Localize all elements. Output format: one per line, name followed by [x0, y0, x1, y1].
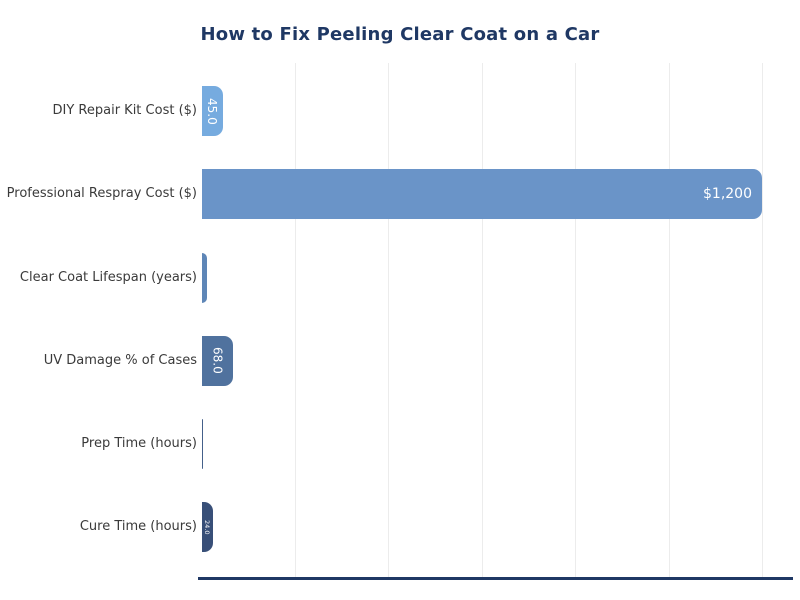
bar-5: 24.0	[201, 502, 213, 552]
x-gridline	[668, 63, 670, 577]
bar-value-label: $1,200	[703, 186, 752, 202]
category-label: Clear Coat Lifespan (years)	[19, 269, 197, 285]
bar-3: 68.0	[201, 335, 234, 386]
x-gridline	[294, 63, 296, 577]
bar-4	[201, 419, 204, 469]
bar-value-label: 45.0	[205, 97, 219, 125]
chart-title: How to Fix Peeling Clear Coat on a Car	[200, 24, 600, 45]
bar-2	[201, 252, 208, 303]
bar-value-label: 24.0	[203, 519, 212, 535]
category-label: Prep Time (hours)	[81, 436, 197, 451]
bar-1: $1,200	[201, 169, 762, 219]
category-label: DIY Repair Kit Cost ($)	[52, 103, 198, 118]
category-label: UV Damage % of Cases	[43, 352, 197, 368]
x-axis-line	[198, 576, 793, 580]
x-gridline	[388, 63, 390, 577]
category-label: Cure Time (hours)	[79, 519, 197, 534]
bar-0: 45.0	[201, 86, 223, 136]
category-label: Professional Respray Cost ($)	[6, 186, 197, 201]
x-gridline	[762, 63, 763, 577]
bar-value-label: 68.0	[210, 347, 225, 374]
x-gridline	[481, 63, 483, 577]
x-gridline	[575, 63, 577, 577]
